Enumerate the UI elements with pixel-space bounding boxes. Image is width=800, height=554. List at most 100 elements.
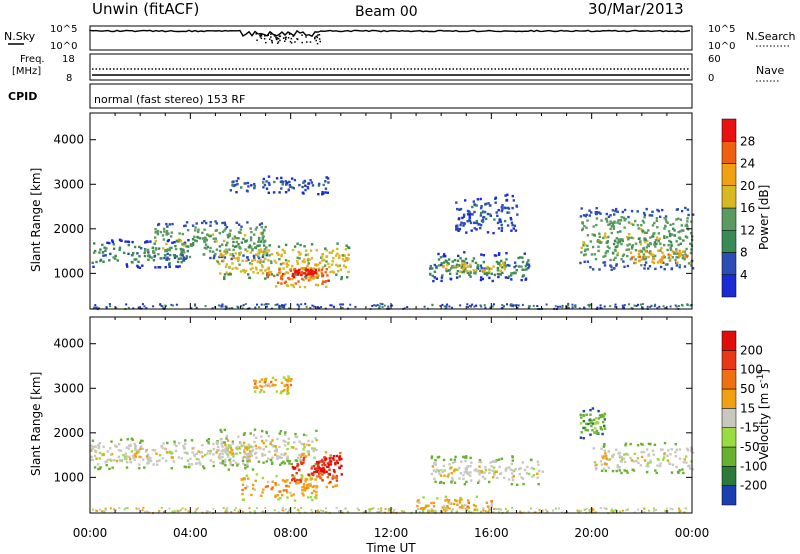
velocity-echo-cell (220, 437, 223, 441)
power-echo-cell (165, 229, 169, 233)
velocity-echo-cell (283, 462, 286, 465)
power-echo-cell (222, 259, 225, 262)
power-echo-cell (311, 184, 315, 187)
power-echo-cell (519, 256, 522, 259)
velocity-echo-cell (324, 451, 328, 454)
power-echo-cell (639, 243, 643, 246)
power-echo-cell (234, 252, 237, 255)
velocity-echo-cell (265, 439, 268, 442)
power-echo-cell (280, 255, 283, 258)
velocity-speckle (444, 510, 447, 513)
power-echo-cell (261, 231, 264, 235)
power-echo-cell (154, 239, 158, 243)
velocity-echo-cell (323, 468, 326, 471)
power-echo-cell (239, 247, 242, 250)
velocity-echo-cell (215, 440, 218, 444)
power-echo-cell (686, 208, 690, 211)
power-colorbar-tick: 28 (740, 134, 755, 148)
power-echo-cell (675, 256, 678, 259)
power-echo-cell (622, 253, 626, 256)
velocity-echo-cell (511, 476, 514, 479)
power-echo-cell (322, 183, 325, 187)
power-echo-cell (151, 246, 154, 249)
power-echo-cell (429, 267, 432, 270)
velocity-echo-cell (495, 459, 498, 462)
power-echo-cell (224, 265, 228, 268)
velocity-echo-cell (227, 468, 230, 471)
velocity-echo-cell (430, 472, 434, 476)
power-echo-cell (680, 224, 683, 227)
velocity-echo-cell (206, 452, 209, 455)
power-echo-cell (130, 260, 134, 264)
power-echo-cell (205, 247, 208, 250)
power-echo-cell (589, 240, 592, 243)
velocity-speckle (256, 507, 258, 509)
power-echo-cell (274, 285, 278, 288)
power-echo-cell (581, 228, 584, 232)
power-echo-cell (677, 243, 680, 247)
power-echo-cell (626, 244, 629, 247)
velocity-speckle (284, 508, 287, 511)
velocity-echo-cell (97, 443, 100, 447)
power-echo-cell (306, 269, 309, 272)
power-speckle (224, 305, 227, 308)
power-echo-cell (312, 274, 315, 278)
velocity-echo-cell (446, 506, 449, 509)
velocity-speckle (197, 507, 199, 510)
velocity-speckle (356, 507, 359, 510)
power-echo-cell (237, 231, 241, 234)
power-echo-cell (480, 276, 483, 279)
velocity-speckle (619, 510, 622, 513)
power-echo-cell (638, 255, 642, 258)
velocity-echo-cell (125, 457, 128, 461)
power-echo-cell (459, 223, 462, 227)
power-echo-cell (476, 267, 480, 270)
velocity-echo-cell (295, 447, 298, 451)
power-echo-cell (500, 229, 503, 232)
power-echo-cell (345, 257, 348, 260)
velocity-echo-cell (188, 465, 191, 469)
power-echo-cell (182, 244, 185, 247)
velocity-echo-cell (416, 504, 419, 508)
velocity-echo-cell (207, 449, 210, 453)
velocity-echo-cell (254, 382, 257, 385)
power-echo-cell (272, 191, 276, 194)
noise-dot (267, 34, 269, 36)
velocity-echo-cell (177, 456, 180, 459)
noise-dot (301, 34, 303, 36)
power-echo-cell (493, 273, 497, 277)
velocity-speckle (376, 511, 379, 514)
velocity-echo-cell (312, 489, 316, 493)
velocity-echo-cell (492, 460, 495, 463)
velocity-speckle (441, 510, 444, 513)
power-echo-cell (468, 211, 471, 214)
velocity-echo-cell (275, 450, 278, 453)
velocity-echo-cell (495, 470, 498, 474)
power-echo-cell (309, 267, 313, 270)
power-echo-cell (283, 251, 287, 254)
power-echo-cell (235, 221, 238, 224)
power-echo-cell (598, 232, 601, 235)
velocity-speckle (277, 511, 280, 514)
velocity-echo-cell (319, 471, 322, 475)
power-echo-cell (239, 228, 242, 231)
power-echo-cell (508, 275, 511, 278)
velocity-echo-cell (253, 488, 256, 491)
velocity-colorbar-segment (721, 369, 737, 390)
power-echo-cell (666, 236, 669, 239)
power-echo-cell (443, 253, 446, 256)
noise-dot (306, 41, 308, 43)
power-echo-cell (182, 258, 185, 262)
velocity-echo-cell (508, 478, 511, 481)
power-echo-cell (459, 270, 462, 273)
velocity-echo-cell (262, 390, 266, 393)
power-echo-cell (339, 268, 343, 271)
velocity-echo-cell (302, 494, 305, 497)
power-echo-cell (584, 253, 587, 256)
power-echo-cell (257, 255, 260, 258)
velocity-colorbar-tick: 100 (740, 363, 763, 377)
velocity-echo-cell (442, 458, 446, 462)
velocity-echo-cell (458, 501, 462, 504)
power-echo-cell (588, 209, 591, 212)
